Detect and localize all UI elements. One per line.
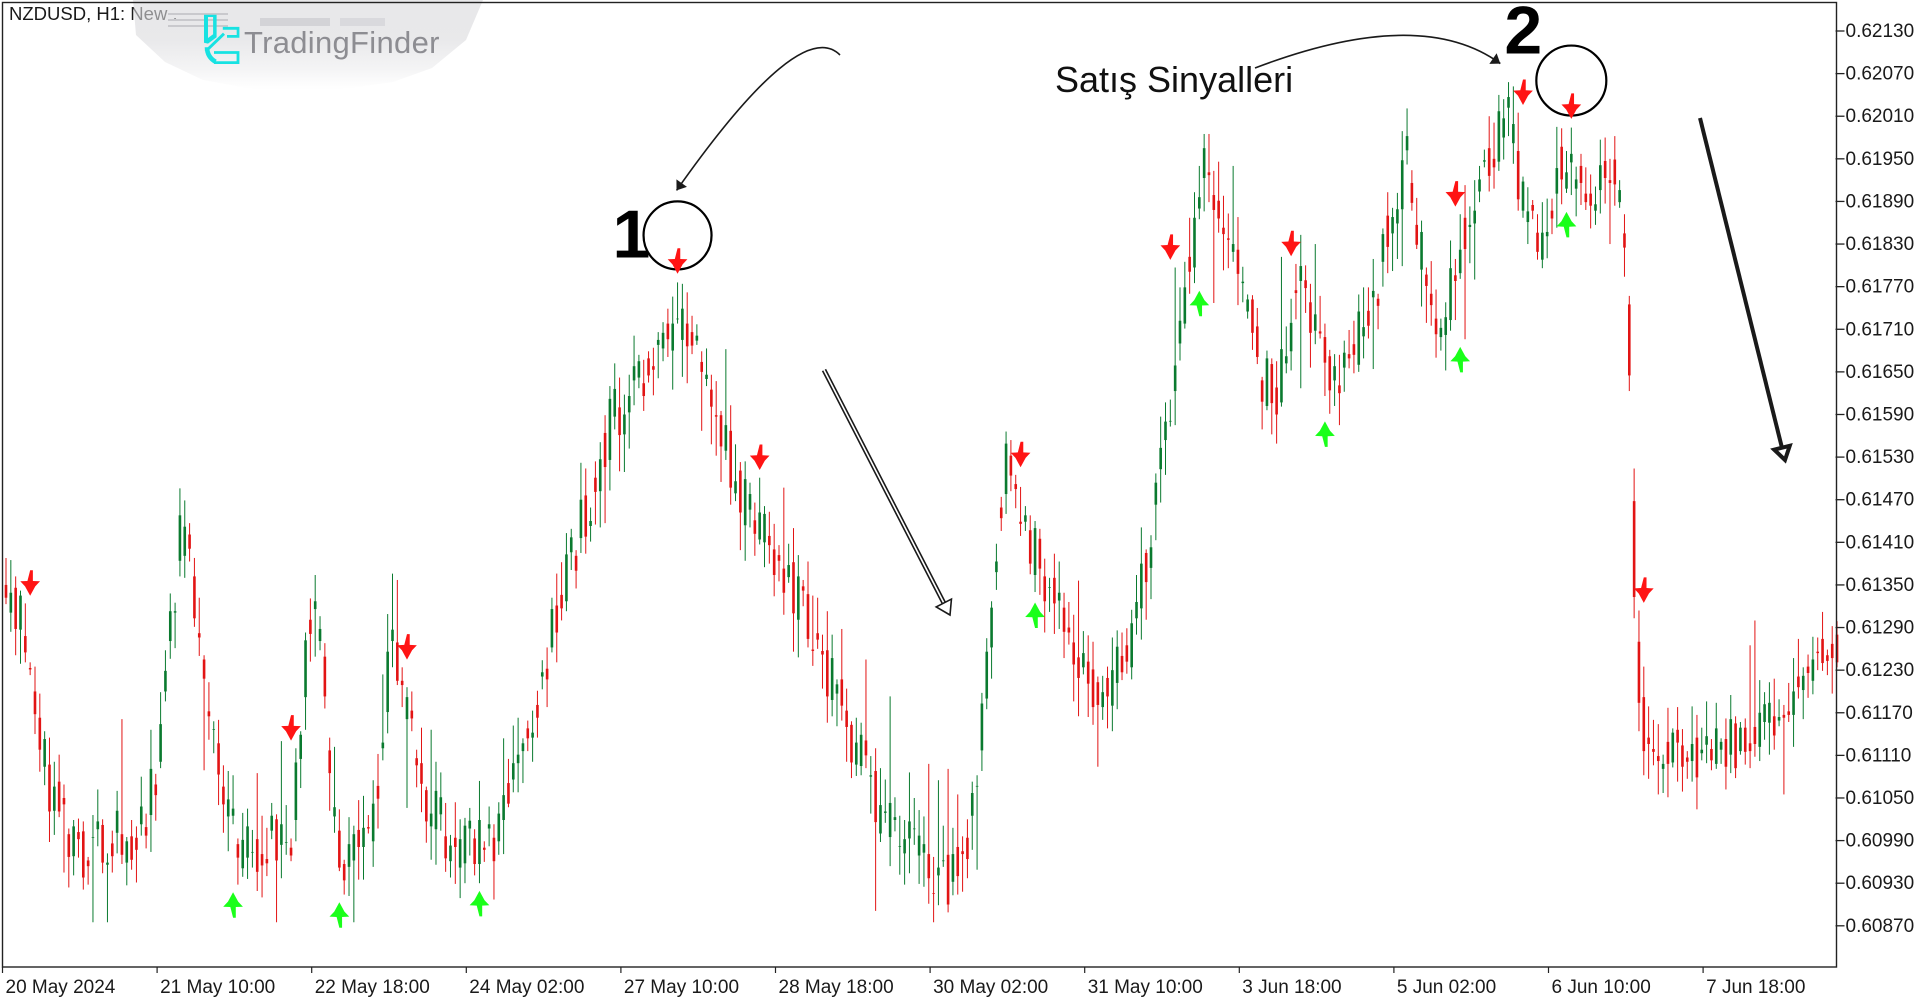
- svg-text:0.62010: 0.62010: [1846, 106, 1915, 127]
- svg-text:0.61950: 0.61950: [1846, 149, 1915, 170]
- svg-text:0.61350: 0.61350: [1846, 575, 1915, 596]
- svg-text:1: 1: [613, 196, 651, 272]
- svg-text:0.61410: 0.61410: [1846, 532, 1915, 553]
- svg-text:0.61470: 0.61470: [1846, 490, 1915, 511]
- svg-text:0.61110: 0.61110: [1846, 745, 1912, 766]
- svg-text:0.60870: 0.60870: [1846, 916, 1915, 937]
- svg-text:Satış Sinyalleri: Satış Sinyalleri: [1055, 59, 1293, 100]
- svg-text:31 May 10:00: 31 May 10:00: [1088, 977, 1203, 997]
- svg-text:0.62070: 0.62070: [1846, 64, 1915, 85]
- svg-text:0.61290: 0.61290: [1846, 618, 1915, 639]
- svg-text:0.61230: 0.61230: [1846, 660, 1915, 681]
- svg-text:0.61590: 0.61590: [1846, 404, 1915, 425]
- svg-text:TradingFinder: TradingFinder: [244, 25, 440, 60]
- svg-text:0.60930: 0.60930: [1846, 873, 1915, 894]
- svg-text:20 May 2024: 20 May 2024: [6, 977, 116, 997]
- svg-text:24 May 02:00: 24 May 02:00: [469, 977, 584, 997]
- svg-text:0.60990: 0.60990: [1846, 831, 1915, 852]
- svg-text:5 Jun 02:00: 5 Jun 02:00: [1397, 977, 1496, 997]
- svg-text:0.61650: 0.61650: [1846, 362, 1915, 383]
- svg-text:30 May 02:00: 30 May 02:00: [933, 977, 1048, 997]
- svg-text:0.61770: 0.61770: [1846, 277, 1915, 298]
- svg-text:0.62130: 0.62130: [1846, 21, 1915, 42]
- svg-text:7 Jun 18:00: 7 Jun 18:00: [1706, 977, 1805, 997]
- svg-text:0.61170: 0.61170: [1846, 703, 1913, 724]
- svg-text:6 Jun 10:00: 6 Jun 10:00: [1552, 977, 1651, 997]
- svg-text:28 May 18:00: 28 May 18:00: [779, 977, 894, 997]
- svg-text:0.61530: 0.61530: [1846, 447, 1915, 468]
- svg-text:0.61890: 0.61890: [1846, 191, 1915, 212]
- svg-text:3 Jun 18:00: 3 Jun 18:00: [1242, 977, 1341, 997]
- svg-text:21 May 10:00: 21 May 10:00: [160, 977, 275, 997]
- svg-text:22 May 18:00: 22 May 18:00: [315, 977, 430, 997]
- svg-text:0.61050: 0.61050: [1846, 788, 1915, 809]
- svg-text:2: 2: [1504, 0, 1542, 69]
- svg-text:0.61710: 0.61710: [1846, 319, 1915, 340]
- svg-text:0.61830: 0.61830: [1846, 234, 1915, 255]
- svg-text:27 May 10:00: 27 May 10:00: [624, 977, 739, 997]
